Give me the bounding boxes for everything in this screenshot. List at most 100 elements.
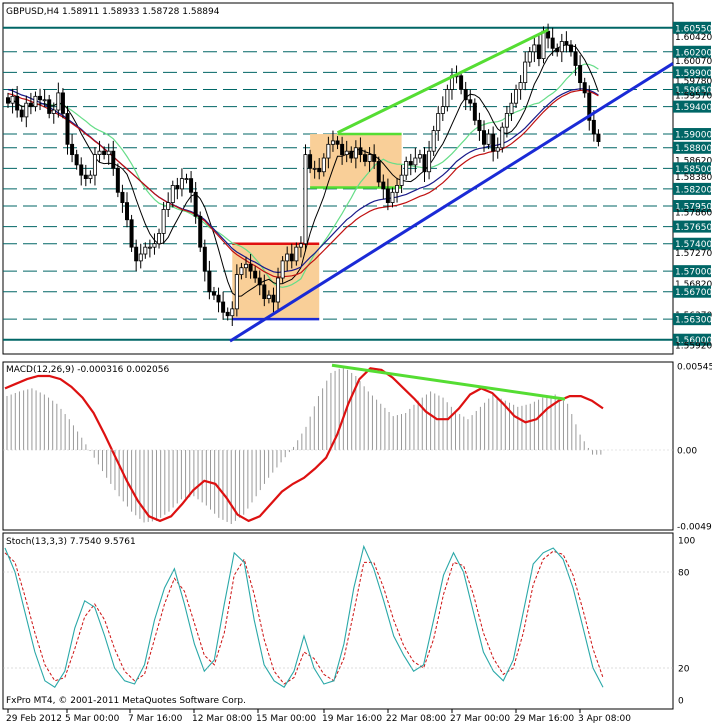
candle-body xyxy=(221,301,226,313)
candle xyxy=(573,44,578,76)
candle xyxy=(216,287,221,313)
time-label: 22 Mar 08:00 xyxy=(386,714,446,724)
price-label: 1.60200 xyxy=(675,48,712,58)
candle xyxy=(152,233,157,255)
candle-body xyxy=(271,294,276,303)
candle xyxy=(340,136,345,165)
candle-body xyxy=(184,178,189,181)
ma-green-line xyxy=(7,63,599,288)
candle-body xyxy=(294,246,299,262)
candle xyxy=(129,214,134,252)
candle-body xyxy=(106,150,111,156)
candle-body xyxy=(436,113,441,132)
candle-body xyxy=(152,243,157,248)
price-label: 1.58380 xyxy=(675,173,712,183)
candle-body xyxy=(134,246,139,262)
candle-body xyxy=(541,30,546,60)
candle xyxy=(317,158,322,180)
price-panel[interactable]: GBPUSD,H4 1.58911 1.58933 1.58728 1.5889… xyxy=(2,2,712,355)
candle-body xyxy=(427,150,432,173)
candle xyxy=(578,55,583,91)
candle-body xyxy=(253,270,258,279)
candle xyxy=(330,130,335,152)
price-label: 1.59400 xyxy=(675,103,712,113)
price-candles xyxy=(6,23,601,327)
candle xyxy=(527,46,532,67)
macd-divergence-trendline xyxy=(331,363,566,401)
price-label: 1.59570 xyxy=(675,91,712,101)
price-label: 1.58200 xyxy=(675,185,712,195)
price-label: 1.60550 xyxy=(675,24,712,34)
candle xyxy=(257,270,262,296)
candle-body xyxy=(312,167,317,170)
candle-body xyxy=(166,202,171,210)
candle-body xyxy=(111,150,116,169)
candle xyxy=(555,43,560,57)
candle-body xyxy=(353,147,358,159)
candle xyxy=(83,164,88,187)
price-label: 1.57950 xyxy=(675,203,712,213)
candle xyxy=(166,192,171,217)
candle-body xyxy=(157,233,162,245)
candle-body xyxy=(362,154,367,162)
candle xyxy=(536,34,541,67)
price-label-bg xyxy=(673,83,711,96)
candle xyxy=(65,105,70,155)
candle xyxy=(243,256,248,279)
time-label: 19 Mar 16:00 xyxy=(322,714,382,724)
candle-body xyxy=(143,246,148,255)
candle-body xyxy=(175,185,180,190)
candle xyxy=(509,92,514,122)
candle-body xyxy=(555,47,560,53)
candle-body xyxy=(573,51,578,66)
blue-support-trendline xyxy=(229,62,674,343)
candle xyxy=(367,147,372,172)
candle xyxy=(193,182,198,224)
macd-panel[interactable]: MACD(12,26,9) -0.000316 0.002056 0.00545… xyxy=(2,361,712,533)
candle-body xyxy=(591,119,596,135)
candle-body xyxy=(349,150,354,159)
candle-body xyxy=(550,37,555,49)
candle-body xyxy=(239,267,244,275)
green-upper-trendline xyxy=(336,28,549,135)
candle xyxy=(19,105,24,122)
candle-body xyxy=(248,263,253,272)
candle-body xyxy=(422,154,427,173)
candle xyxy=(266,290,271,304)
macd-axis: 0.00545 0.00 -0.00493 xyxy=(3,363,712,533)
candle-body xyxy=(367,154,372,162)
candle xyxy=(51,102,56,124)
price-label-bg xyxy=(673,333,711,346)
macd-tick-label: -0.00493 xyxy=(677,523,712,533)
candle-body xyxy=(440,106,445,114)
candle xyxy=(97,140,102,163)
price-label: 1.56000 xyxy=(675,336,712,346)
time-label: 5 Mar 00:00 xyxy=(65,714,120,724)
candle-body xyxy=(230,308,235,317)
price-label-bg xyxy=(673,237,711,250)
candle-body xyxy=(408,161,413,166)
candle-body xyxy=(276,277,281,303)
price-label: 1.57650 xyxy=(675,223,712,233)
candle xyxy=(248,254,253,279)
macd-header: MACD(12,26,9) -0.000316 0.002056 xyxy=(6,365,169,375)
stochastic-axis: 100 80 20 0 xyxy=(3,537,695,707)
candle-body xyxy=(74,154,79,166)
candle-body xyxy=(147,246,152,249)
candle-body xyxy=(395,185,400,193)
candle-body xyxy=(56,92,61,111)
candle-body xyxy=(38,95,43,101)
price-label: 1.57400 xyxy=(675,240,712,250)
candle-body xyxy=(257,277,262,286)
candle xyxy=(234,264,239,317)
copyright-watermark: FxPro MT4, © 2001-2011 MetaQuotes Softwa… xyxy=(6,696,246,706)
candle xyxy=(115,163,120,198)
candle-body xyxy=(523,61,528,84)
candle-body xyxy=(358,147,363,156)
candle xyxy=(198,211,203,252)
stoch-panel[interactable]: Stoch(13,3,3) 7.7540 9.5761 100 80 20 0 FxP… xyxy=(2,532,695,710)
candle xyxy=(294,242,299,266)
candle xyxy=(207,260,212,300)
